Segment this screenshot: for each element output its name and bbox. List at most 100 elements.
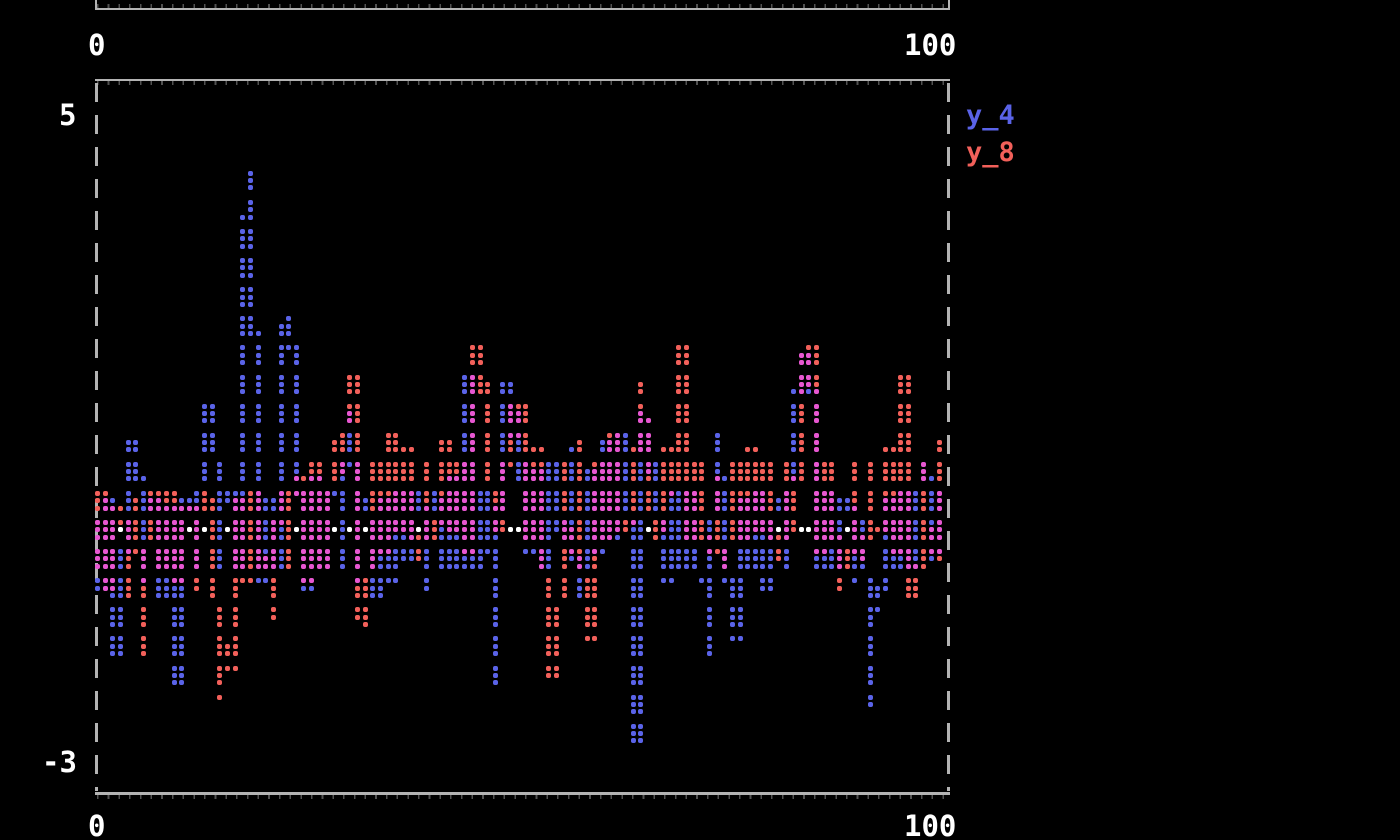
data-point-dot	[638, 585, 643, 591]
data-point-dot	[217, 643, 223, 649]
data-point-dot	[140, 592, 146, 598]
data-point-dot	[814, 389, 820, 395]
data-point-dot	[707, 607, 712, 613]
data-point-dot	[768, 469, 774, 475]
data-point-dot	[133, 469, 139, 475]
data-point-dot	[439, 527, 445, 533]
data-point-dot	[355, 563, 361, 569]
data-point-dot	[148, 505, 154, 511]
data-point-dot	[95, 505, 100, 511]
data-point-dot	[561, 578, 567, 584]
data-point-dot	[446, 469, 452, 475]
data-point-dot	[745, 520, 751, 525]
data-point-dot	[209, 432, 215, 438]
data-point-dot	[867, 527, 873, 533]
data-point-dot	[791, 469, 796, 475]
data-point-dot	[224, 527, 230, 533]
data-point-dot	[905, 381, 911, 387]
data-point-dot	[110, 549, 116, 555]
data-point-dot	[737, 592, 743, 598]
data-point-dot	[171, 498, 177, 504]
data-point-dot	[401, 534, 406, 540]
data-point-dot	[921, 563, 927, 569]
data-point-dot	[875, 585, 881, 591]
data-point-dot	[905, 461, 911, 467]
data-point-dot	[278, 498, 284, 504]
data-point-dot	[117, 592, 123, 598]
data-point-dot	[683, 352, 689, 358]
data-point-dot	[293, 374, 299, 380]
data-point-dot	[898, 476, 904, 482]
data-point-dot	[523, 498, 529, 504]
data-point-dot	[561, 469, 567, 475]
data-point-dot	[752, 476, 758, 482]
data-point-dot	[561, 549, 567, 555]
data-point-dot	[921, 505, 927, 511]
data-point-dot	[798, 461, 804, 467]
data-point-dot	[370, 549, 376, 555]
data-point-dot	[638, 709, 643, 715]
data-point-dot	[844, 527, 850, 533]
data-point-dot	[309, 585, 315, 591]
data-point-dot	[668, 476, 674, 482]
data-point-dot	[645, 469, 651, 475]
data-point-dot	[867, 469, 873, 475]
data-point-dot	[263, 527, 269, 533]
data-point-dot	[867, 592, 873, 598]
data-point-dot	[255, 520, 261, 525]
data-point-dot	[661, 490, 667, 496]
data-point-dot	[729, 585, 735, 591]
data-point-dot	[676, 403, 682, 409]
data-point-dot	[301, 556, 307, 562]
data-point-dot	[554, 665, 559, 671]
data-point-dot	[179, 578, 184, 584]
data-point-dot	[117, 651, 123, 656]
data-point-dot	[745, 527, 751, 533]
data-point-dot	[707, 636, 712, 642]
data-point-dot	[508, 527, 514, 533]
data-point-dot	[293, 389, 299, 395]
data-point-dot	[248, 229, 253, 234]
data-point-dot	[232, 520, 238, 525]
data-point-dot	[905, 578, 911, 584]
data-point-dot	[217, 672, 223, 678]
data-point-dot	[821, 520, 827, 525]
data-point-dot	[179, 665, 184, 671]
data-point-dot	[401, 527, 406, 533]
data-point-dot	[125, 592, 131, 598]
data-point-dot	[852, 498, 858, 504]
data-point-dot	[248, 490, 253, 496]
data-point-dot	[102, 520, 108, 525]
data-point-dot	[370, 578, 376, 584]
data-point-dot	[393, 469, 399, 475]
data-point-dot	[270, 578, 276, 584]
data-point-dot	[645, 490, 651, 496]
data-point-dot	[722, 476, 728, 482]
data-point-dot	[110, 563, 116, 569]
data-point-dot	[255, 534, 261, 540]
data-point-dot	[836, 556, 842, 562]
data-point-dot	[844, 549, 850, 555]
data-point-dot	[377, 476, 383, 482]
data-point-dot	[829, 520, 835, 525]
data-point-dot	[729, 476, 735, 482]
data-point-dot	[821, 563, 827, 569]
data-point-dot	[752, 534, 758, 540]
data-point-dot	[760, 490, 766, 496]
data-point-dot	[592, 563, 598, 569]
data-point-dot	[752, 461, 758, 467]
data-point-dot	[278, 447, 284, 453]
data-point-dot	[255, 549, 261, 555]
data-point-dot	[301, 527, 307, 533]
data-point-dot	[576, 578, 582, 584]
data-point-dot	[263, 549, 269, 555]
data-point-dot	[416, 505, 422, 511]
data-point-dot	[530, 490, 536, 496]
data-point-dot	[867, 534, 873, 540]
data-point-dot	[836, 585, 842, 591]
data-point-dot	[125, 578, 131, 584]
data-point-dot	[638, 389, 643, 395]
data-point-dot	[546, 636, 552, 642]
data-point-dot	[485, 498, 490, 504]
data-point-dot	[156, 592, 162, 598]
